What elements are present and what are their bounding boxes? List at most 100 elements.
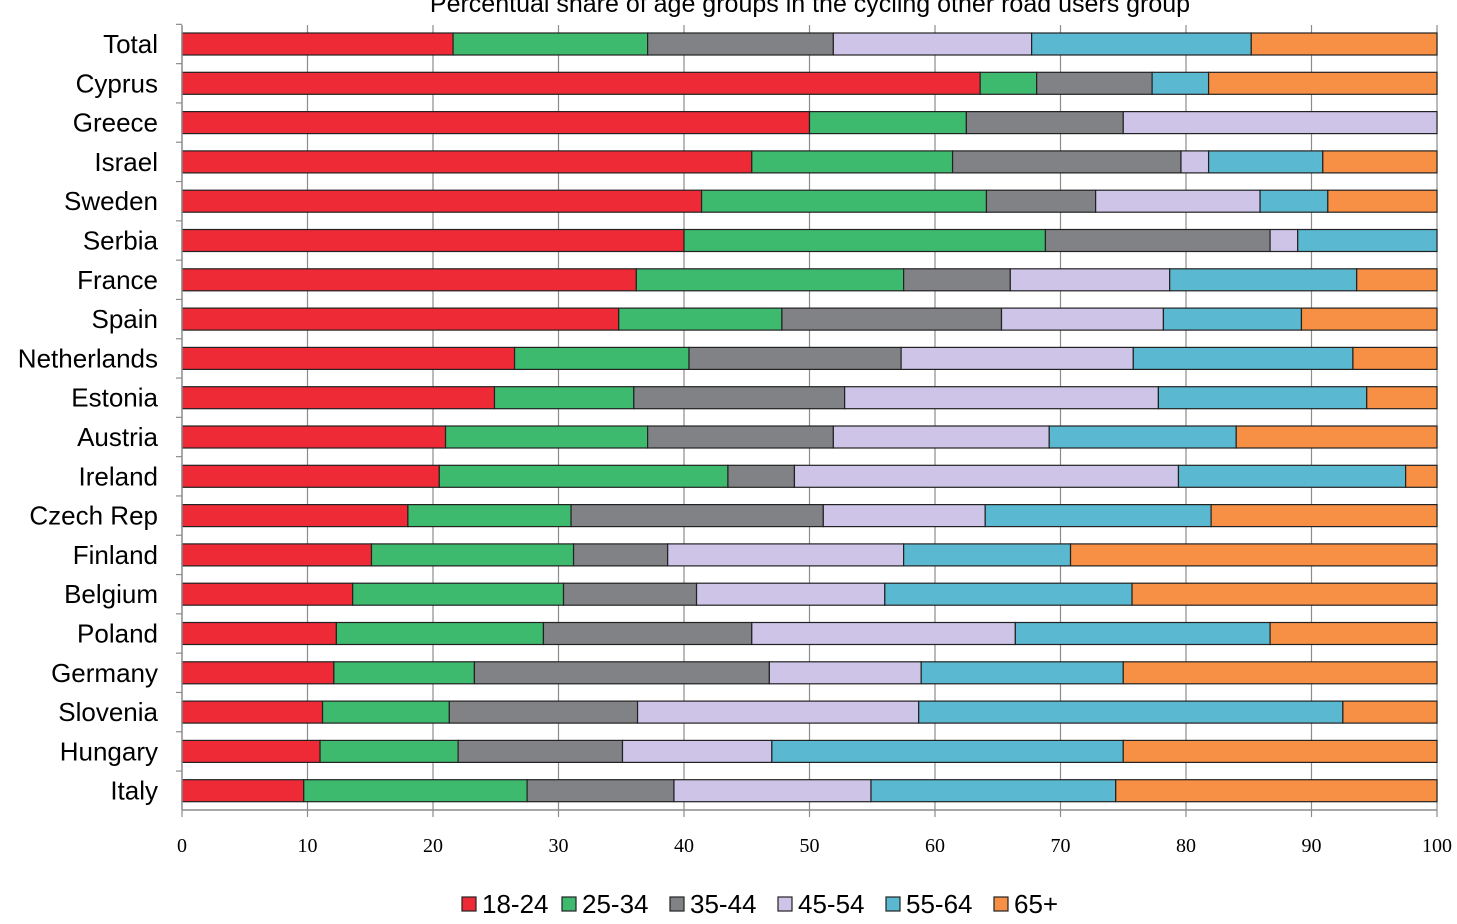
category-label: Poland: [77, 619, 158, 649]
legend-label: 25-34: [582, 889, 649, 919]
bar-segment-55-64: [1169, 268, 1358, 292]
x-tick-label: 90: [1302, 835, 1322, 857]
category-label: Czech Rep: [29, 501, 158, 531]
bar-segment-45-54: [832, 32, 1033, 56]
bar-segment-65+: [1069, 543, 1438, 567]
bar-segment-18-24: [181, 150, 753, 174]
bar-segment-35-44: [572, 543, 669, 567]
category-label: France: [77, 265, 158, 295]
bar-segment-65+: [1122, 739, 1438, 764]
bar-segment-45-54: [751, 621, 1016, 646]
bar-segment-65+: [1405, 464, 1438, 488]
bar-segment-55-64: [1031, 32, 1252, 56]
bar-segment-18-24: [181, 268, 637, 292]
bar-segment-35-44: [448, 700, 639, 724]
bar-segment-35-44: [633, 386, 846, 410]
bar-segment-35-44: [570, 504, 824, 528]
legend-swatch: [885, 896, 901, 912]
bar-segment-18-24: [181, 32, 454, 56]
bar-segment-35-44: [688, 346, 902, 370]
legend-label: 55-64: [906, 889, 973, 919]
axes: [176, 23, 1438, 817]
bar-segment-55-64: [920, 661, 1124, 685]
bar-segment-45-54: [793, 464, 1180, 488]
legend-label: 35-44: [690, 889, 757, 919]
bar-segment-45-54: [822, 504, 986, 528]
bar-segment-35-44: [965, 110, 1124, 135]
bar-segment-25-34: [618, 307, 783, 331]
bar-segment-55-64: [1132, 346, 1354, 370]
bar-segment-55-64: [1297, 228, 1438, 253]
bar-segment-45-54: [636, 700, 920, 724]
x-tick-label: 30: [549, 835, 569, 857]
bar-segment-65+: [1366, 386, 1438, 410]
bar-segment-35-44: [781, 307, 1003, 331]
bar-segment-65+: [1342, 700, 1438, 724]
category-labels: Total Cyprus Greece Israel Sweden Serbia Franc…: [18, 29, 159, 806]
category-label: Italy: [110, 776, 158, 806]
legend-label: 45-54: [798, 889, 865, 919]
bar-segment-55-64: [984, 504, 1212, 528]
bar-segment-25-34: [370, 543, 575, 567]
bar-segment-55-64: [884, 582, 1133, 606]
bar-segment-45-54: [1000, 307, 1165, 331]
bar-segment-65+: [1115, 779, 1438, 803]
bar-segment-25-34: [808, 110, 967, 135]
bar-segment-35-44: [951, 150, 1182, 174]
bar-segment-65+: [1322, 150, 1438, 174]
bar-segment-55-64: [1151, 71, 1210, 95]
bar-segment-55-64: [918, 700, 1344, 724]
bar-segment-65+: [1210, 504, 1438, 528]
bar-segment-25-34: [700, 189, 988, 213]
x-tick-label: 50: [800, 835, 820, 857]
category-label: Austria: [77, 422, 158, 452]
bar-segment-65+: [1131, 582, 1438, 606]
category-label: Serbia: [83, 226, 159, 256]
bar-segment-18-24: [181, 621, 337, 646]
x-tick-label: 0: [177, 835, 187, 857]
bar-segment-18-24: [181, 228, 685, 253]
category-label: Sweden: [64, 186, 158, 216]
x-tick-label: 40: [674, 835, 694, 857]
bar-segment-18-24: [181, 543, 373, 567]
bar-segment-65+: [1250, 32, 1438, 56]
bar-segment-35-44: [562, 582, 698, 606]
bar-segment-25-34: [407, 504, 572, 528]
x-tick-label: 10: [298, 835, 318, 857]
bar-segment-45-54: [900, 346, 1134, 370]
bar-segment-18-24: [181, 700, 324, 724]
bar-segment-45-54: [673, 779, 872, 803]
bar-segment-55-64: [1207, 150, 1324, 174]
legend-swatch: [777, 896, 793, 912]
bar-segment-25-34: [321, 700, 450, 724]
bar-segment-45-54: [1269, 228, 1299, 253]
bar-segment-18-24: [181, 582, 354, 606]
bar-segment-45-54: [1122, 110, 1438, 135]
bar-segment-45-54: [832, 425, 1050, 449]
bar-segment-35-44: [457, 739, 624, 764]
bar-segment-35-44: [985, 189, 1097, 213]
bar-segment-55-64: [771, 739, 1124, 764]
bar-segment-55-64: [1014, 621, 1271, 646]
bar-segment-18-24: [181, 425, 447, 449]
category-label: Slovenia: [58, 697, 158, 727]
category-label: Germany: [51, 658, 158, 688]
bar-segment-25-34: [352, 582, 565, 606]
bar-segment-18-24: [181, 464, 440, 488]
bar-segment-25-34: [333, 661, 476, 685]
bar-segment-25-34: [513, 346, 690, 370]
bar-segment-18-24: [181, 189, 703, 213]
bar-segment-35-44: [727, 464, 796, 488]
bar-segment-55-64: [903, 543, 1072, 567]
category-label: Ireland: [79, 461, 159, 491]
bar-segment-55-64: [1259, 189, 1329, 213]
bar-segment-35-44: [1044, 228, 1271, 253]
bar-segment-45-54: [1009, 268, 1171, 292]
bar-segment-65+: [1207, 71, 1438, 95]
bar-segment-55-64: [1048, 425, 1237, 449]
bar-segment-65+: [1235, 425, 1438, 449]
bar-segment-45-54: [667, 543, 905, 567]
category-label: Cyprus: [76, 68, 158, 98]
bar-segment-18-24: [181, 346, 516, 370]
legend-label: 18-24: [482, 889, 549, 919]
